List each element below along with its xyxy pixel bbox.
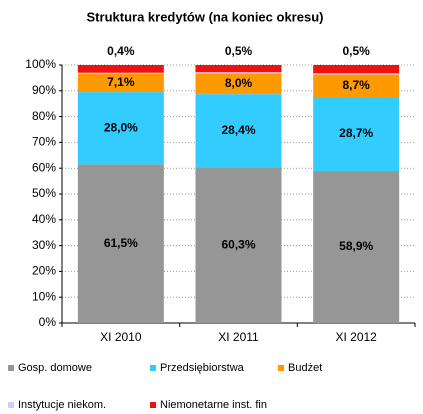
value-label: 28,0%: [104, 120, 138, 134]
legend-label: Gosp. domowe: [18, 362, 92, 374]
value-label: 28,7%: [339, 126, 373, 140]
legend-swatch: [278, 365, 284, 371]
bar-segment: [313, 65, 400, 74]
bar-segment: [77, 92, 164, 165]
value-label: 28,4%: [221, 123, 255, 137]
value-label: 8,0%: [225, 76, 253, 90]
chart-title: Struktura kredytów (na koniec okresu): [87, 9, 324, 24]
value-label: 8,7%: [342, 78, 370, 92]
value-label: 0,4%: [107, 44, 135, 58]
value-label: 61,5%: [104, 236, 138, 250]
y-tick-label: 0%: [39, 315, 57, 329]
value-label: 60,3%: [221, 237, 255, 251]
y-tick-label: 30%: [32, 238, 56, 252]
y-tick-label: 40%: [32, 212, 56, 226]
legend-swatch: [8, 365, 14, 371]
bar-segment: [77, 65, 164, 73]
y-tick-label: 80%: [32, 109, 56, 123]
legend-swatch: [8, 402, 14, 408]
y-tick-label: 60%: [32, 160, 56, 174]
value-label: 7,1%: [107, 75, 135, 89]
legend-swatch: [150, 402, 156, 408]
x-tick-label: XI 2012: [335, 330, 377, 344]
bar-segment: [195, 73, 282, 95]
value-label: 0,5%: [225, 44, 253, 58]
y-tick-label: 90%: [32, 83, 56, 97]
legend-label: Instytucje niekom.: [18, 399, 106, 411]
bar-segment: [195, 167, 282, 323]
bar-segment: [77, 73, 164, 93]
bar-segment: [313, 96, 400, 172]
bar-segment: [195, 72, 282, 74]
bar-segment: [195, 65, 282, 73]
bar-segment: [313, 73, 400, 75]
x-tick-label: XI 2011: [218, 330, 259, 344]
value-label: 0,5%: [342, 44, 370, 58]
y-tick-label: 100%: [25, 57, 56, 71]
value-label: 58,9%: [339, 239, 373, 253]
y-tick-label: 50%: [32, 186, 56, 200]
bar-segment: [313, 171, 400, 323]
bar-segment: [77, 72, 164, 74]
bar-segment: [195, 94, 282, 168]
legend-label: Niemonetarne inst. fin: [160, 399, 267, 411]
y-tick-label: 10%: [32, 289, 56, 303]
legend-label: Przedsiębiorstwa: [160, 362, 245, 374]
legend-swatch: [150, 365, 156, 371]
bar-segment: [313, 74, 400, 97]
x-tick-label: XI 2010: [100, 330, 142, 344]
legend-label: Budżet: [288, 362, 322, 374]
y-tick-label: 70%: [32, 135, 56, 149]
y-tick-label: 20%: [32, 264, 56, 278]
bar-segment: [77, 164, 164, 323]
